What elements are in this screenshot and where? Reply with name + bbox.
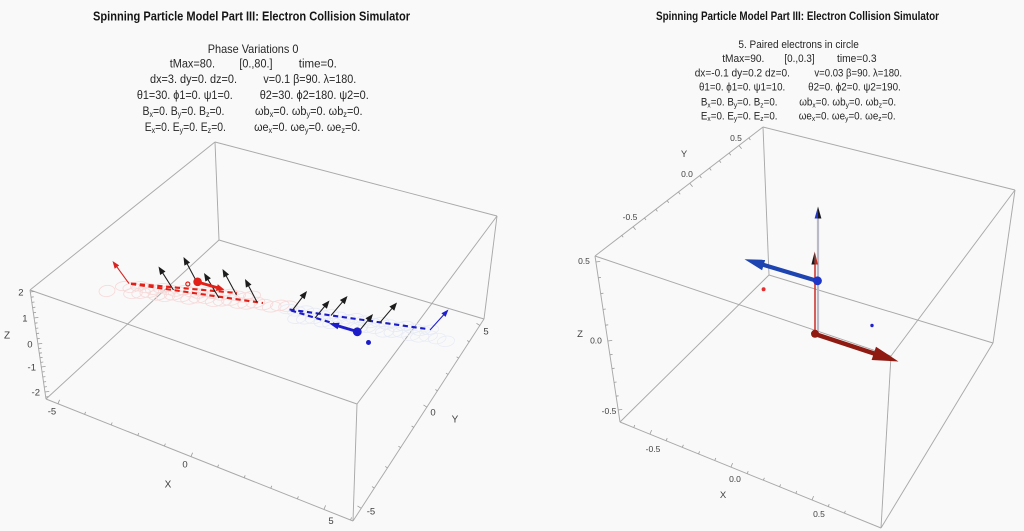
svg-text:1: 1 xyxy=(22,314,27,325)
svg-text:Phase Variations 0: Phase Variations 0 xyxy=(208,42,299,56)
svg-text:θ1=0. ϕ1=0. ψ1=10.: θ1=0. ϕ1=0. ψ1=10. xyxy=(699,82,785,94)
svg-text:X: X xyxy=(720,490,727,501)
svg-text:time=0.: time=0. xyxy=(299,59,337,71)
svg-text:Spinning Particle Model Part I: Spinning Particle Model Part III: Electr… xyxy=(656,9,939,23)
svg-text:5: 5 xyxy=(483,327,488,338)
svg-text:0.0: 0.0 xyxy=(590,336,602,346)
svg-text:[0.,80.]: [0.,80.] xyxy=(239,59,272,71)
svg-text:Ex=0. Ey=0. Ez=0.: Ex=0. Ey=0. Ez=0. xyxy=(701,110,778,123)
svg-text:0: 0 xyxy=(430,408,435,419)
svg-text:0: 0 xyxy=(182,460,187,471)
svg-text:ωbx=0. ωby=0. ωbz=0.: ωbx=0. ωby=0. ωbz=0. xyxy=(799,97,896,110)
svg-text:0: 0 xyxy=(27,340,32,351)
svg-text:-5: -5 xyxy=(48,407,56,418)
svg-text:X: X xyxy=(165,480,172,491)
svg-text:θ2=0. ϕ2=0. ψ2=190.: θ2=0. ϕ2=0. ψ2=190. xyxy=(808,82,901,94)
svg-text:tMax=80.: tMax=80. xyxy=(170,59,215,71)
svg-text:0.0: 0.0 xyxy=(681,169,693,179)
svg-text:ωex=0. ωey=0. ωez=0.: ωex=0. ωey=0. ωez=0. xyxy=(254,122,360,135)
svg-text:5. Paired electrons in circle: 5. Paired electrons in circle xyxy=(738,39,858,51)
svg-text:dx=3. dy=0. dz=0.: dx=3. dy=0. dz=0. xyxy=(150,74,237,86)
svg-text:ωbx=0. ωby=0. ωbz=0.: ωbx=0. ωby=0. ωbz=0. xyxy=(255,106,363,119)
svg-text:0.5: 0.5 xyxy=(730,133,742,143)
svg-text:θ1=30. ϕ1=0. ψ1=0.: θ1=30. ϕ1=0. ψ1=0. xyxy=(137,90,233,102)
svg-text:v=0.03 β=90. λ=180.: v=0.03 β=90. λ=180. xyxy=(814,68,902,80)
svg-text:Z: Z xyxy=(577,329,583,340)
svg-text:Y: Y xyxy=(452,415,459,426)
svg-text:[0.,0.3]: [0.,0.3] xyxy=(784,53,814,65)
svg-text:-0.5: -0.5 xyxy=(646,444,661,454)
svg-text:-2: -2 xyxy=(32,388,40,399)
svg-text:time=0.3: time=0.3 xyxy=(837,53,877,65)
svg-text:Bx=0. By=0. Bz=0.: Bx=0. By=0. Bz=0. xyxy=(143,106,225,119)
svg-text:Bx=0. By=0. Bz=0.: Bx=0. By=0. Bz=0. xyxy=(701,97,778,110)
svg-text:ωex=0. ωey=0. ωez=0.: ωex=0. ωey=0. ωez=0. xyxy=(799,110,896,123)
svg-text:-5: -5 xyxy=(367,507,375,518)
svg-text:-0.5: -0.5 xyxy=(602,406,617,416)
svg-text:θ2=30. ϕ2=180. ψ2=0.: θ2=30. ϕ2=180. ψ2=0. xyxy=(260,90,369,102)
svg-text:5: 5 xyxy=(328,516,333,527)
svg-text:Spinning Particle Model Part I: Spinning Particle Model Part III: Electr… xyxy=(93,9,410,24)
svg-text:dx=-0.1 dy=0.2 dz=0.: dx=-0.1 dy=0.2 dz=0. xyxy=(695,68,790,80)
svg-text:0.5: 0.5 xyxy=(578,256,590,266)
svg-text:2: 2 xyxy=(18,288,23,299)
svg-text:-0.5: -0.5 xyxy=(623,212,638,222)
svg-text:Y: Y xyxy=(681,149,688,160)
svg-text:v=0.1 β=90. λ=180.: v=0.1 β=90. λ=180. xyxy=(263,74,356,86)
svg-text:0.5: 0.5 xyxy=(813,509,825,519)
svg-text:tMax=90.: tMax=90. xyxy=(722,53,764,65)
svg-text:Z: Z xyxy=(4,331,10,342)
svg-text:-1: -1 xyxy=(28,363,36,374)
svg-text:0.0: 0.0 xyxy=(729,474,741,484)
svg-text:Ex=0. Ey=0. Ez=0.: Ex=0. Ey=0. Ez=0. xyxy=(145,122,226,135)
